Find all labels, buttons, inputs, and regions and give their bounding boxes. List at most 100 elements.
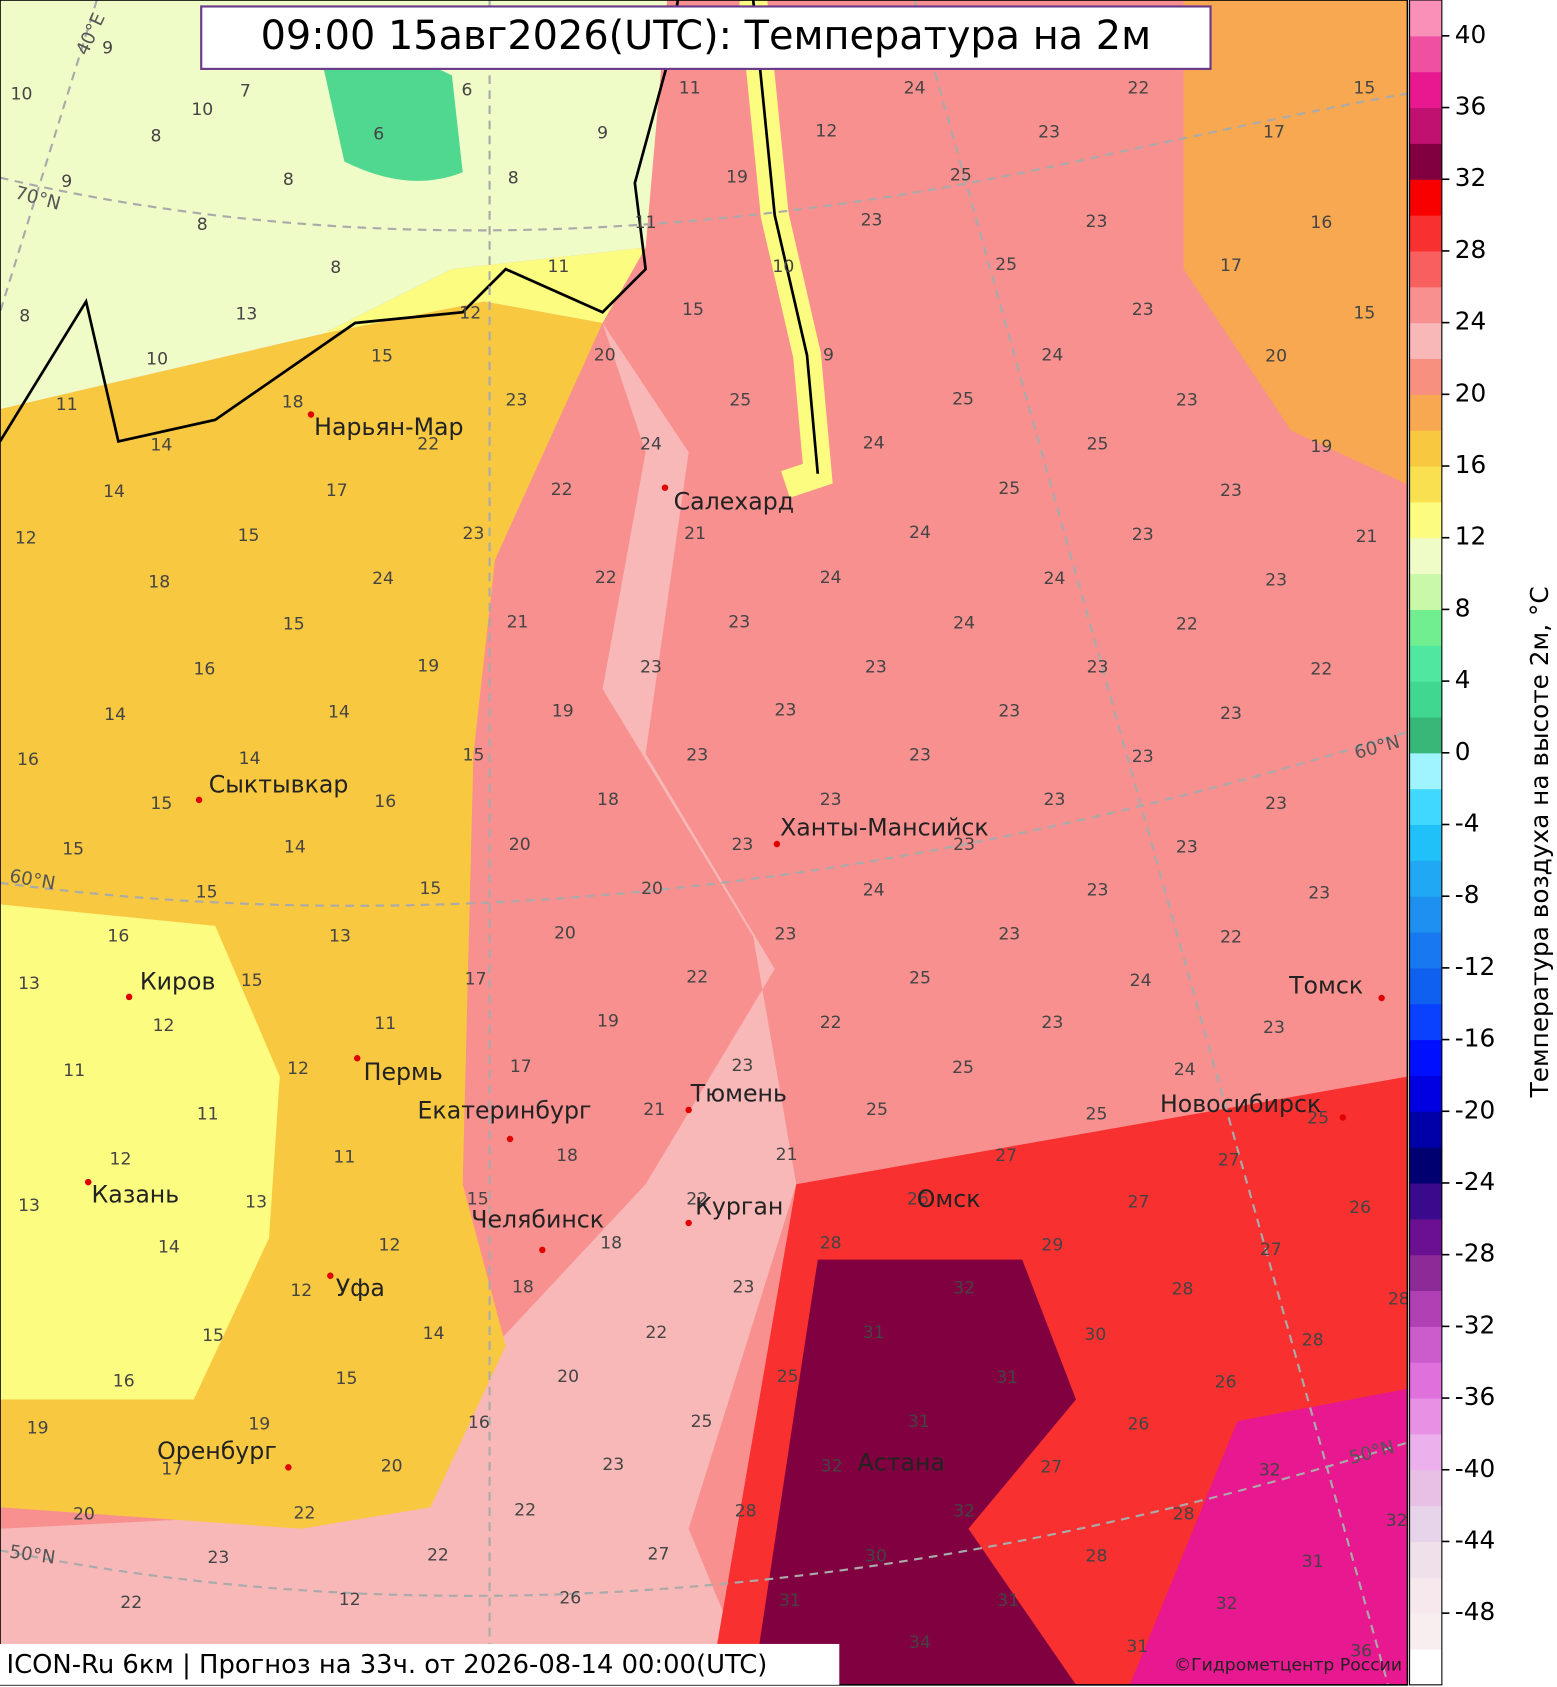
temperature-label: 19 [1310,437,1332,457]
temperature-label: 15 [682,300,704,320]
temperature-label: 23 [1086,212,1108,232]
colorbar-tick-label: -36 [1455,1382,1495,1411]
colorbar-band [1409,1433,1442,1471]
temperature-label: 23 [1220,704,1242,724]
temperature-label: 23 [1041,1013,1063,1033]
temperature-label: 14 [150,436,172,456]
temperature-label: 23 [998,924,1020,944]
copyright: ©Гидрометцентр России [1174,1655,1402,1675]
temperature-label: 13 [235,304,257,324]
temperature-label: 18 [597,790,619,810]
temperature-label: 24 [1041,345,1063,365]
colorbar-band [1409,1182,1442,1220]
colorbar-band [1409,1326,1442,1363]
temperature-label: 17 [465,970,487,990]
temperature-label: 22 [686,968,708,988]
temperature-label: 31 [1302,1552,1324,1572]
temperature-label: 32 [953,1502,975,1522]
temperature-label: 25 [1086,1104,1108,1124]
temperature-label: 25 [998,479,1020,499]
city-dot [307,411,315,418]
temperature-label: 24 [640,435,662,455]
colorbar-band [1409,250,1442,288]
temperature-label: 25 [1087,435,1109,455]
city-dot [327,1272,334,1279]
temperature-label: 22 [686,1189,708,1209]
temperature-label: 11 [56,395,78,415]
temperature-label: 12 [459,303,481,323]
temperature-label: 11 [374,1014,396,1034]
temperature-label: 13 [18,974,40,994]
city-dot [773,840,781,848]
colorbar-band [1409,286,1442,324]
temperature-label: 32 [821,1456,843,1476]
temperature-label: 8 [508,169,519,189]
temperature-label: 25 [995,255,1017,275]
temperature-label: 15 [62,839,84,859]
colorbar-band [1409,430,1442,467]
colorbar-label: Температура воздуха на высоте 2м, °C [1525,586,1554,1098]
temperature-label: 17 [161,1460,183,1480]
temperature-label: 23 [998,702,1020,722]
temperature-label: 28 [820,1233,842,1253]
temperature-label: 18 [556,1146,578,1166]
colorbar-band [1409,322,1442,360]
temperature-label: 26 [559,1589,581,1609]
colorbar-tick-label: -16 [1455,1024,1495,1053]
temperature-label: 13 [329,927,351,947]
colorbar-band [1409,752,1442,790]
temperature-label: 26 [1215,1372,1237,1392]
temperature-label: 22 [551,480,573,500]
temperature-label: 15 [283,614,305,634]
city-dot [354,1055,361,1062]
title: 09:00 15авг2026(UTC): Температура на 2м [261,13,1152,59]
colorbar-band [1409,179,1442,216]
colorbar-tick-label: 36 [1455,92,1486,121]
temperature-label: 12 [339,1590,361,1610]
temperature-label: 8 [197,215,208,235]
temperature-label: 23 [1087,880,1109,900]
city-dot [539,1246,546,1254]
temperature-label: 25 [1307,1109,1329,1129]
temperature-label: 11 [547,257,569,277]
temperature-label: 6 [373,125,384,145]
city-label: Томск [1288,972,1363,1000]
colorbar-band [1409,1111,1442,1148]
city-label: Уфа [336,1274,385,1302]
temperature-label: 14 [103,482,125,502]
temperature-label: 23 [1132,747,1154,767]
temperature-label: 11 [197,1104,219,1124]
colorbar-band [1409,537,1442,575]
temperature-label: 20 [381,1456,403,1476]
temperature-label: 15 [1353,78,1375,98]
temperature-label: 26 [1127,1414,1149,1434]
colorbar-band [1409,501,1442,539]
temperature-label: 24 [863,434,885,454]
colorbar-band [1409,609,1442,646]
colorbar-band [1409,466,1442,503]
temperature-label: 22 [1220,928,1242,948]
colorbar-tick-label: 16 [1455,450,1486,479]
colorbar-tick-label: 20 [1455,378,1486,407]
colorbar-tick-label: -40 [1455,1454,1495,1483]
colorbar-band [1409,824,1442,861]
city-dot [125,993,133,1001]
temperature-label: 12 [290,1281,312,1301]
colorbar-tick-label: -4 [1455,808,1480,837]
temperature-label: 23 [1265,794,1287,814]
city-label: Нарьян-Мар [314,413,463,441]
temperature-label: 22 [1127,78,1149,98]
temperature-label: 11 [635,213,657,233]
city-label: Ханты-Мансийск [780,813,989,841]
temperature-label: 17 [326,481,348,501]
temperature-label: 23 [820,790,842,810]
temperature-label: 28 [1388,1289,1410,1309]
temperature-label: 28 [1086,1547,1108,1567]
colorbar-tick-label: 12 [1455,522,1486,551]
colorbar-band [1409,0,1442,37]
colorbar-band [1409,1648,1442,1686]
colorbar-tick-label: -48 [1455,1597,1495,1626]
temperature-label: 11 [333,1147,355,1167]
temperature-label: 21 [684,524,706,544]
